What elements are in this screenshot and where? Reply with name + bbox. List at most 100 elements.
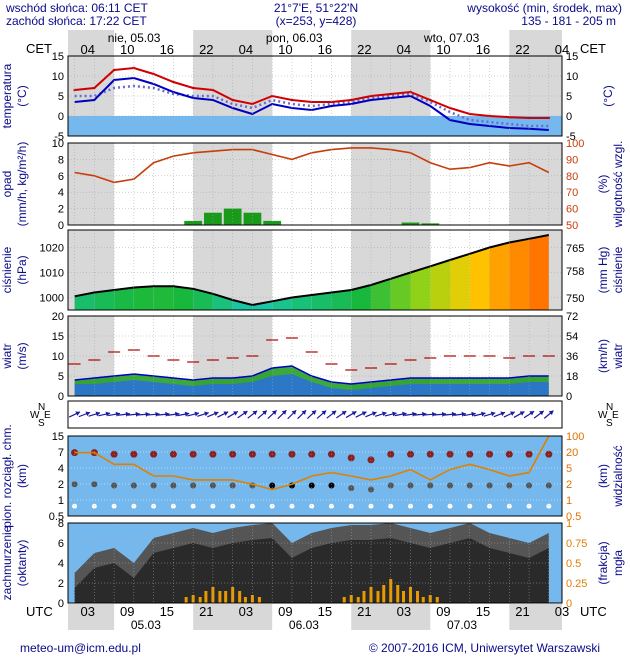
bottom-hour-tick: 21	[357, 604, 371, 619]
pressure-border	[67, 229, 563, 311]
visibility-y2-tick: 0.5	[566, 511, 581, 523]
top-hour-tick: 04	[397, 42, 411, 57]
wind-arrow-head	[371, 411, 377, 417]
top-hour-tick: 22	[515, 42, 529, 57]
precipitation-night-band	[509, 143, 562, 225]
wind-direction-arrow	[345, 410, 357, 419]
pressure-area-segment	[529, 235, 549, 310]
precipitation-bar	[184, 220, 203, 225]
bottom-night-band	[509, 604, 562, 630]
bottom-hour-tick: 21	[515, 604, 529, 619]
wind-direction-arrow	[316, 410, 327, 419]
wind-arrow-head	[381, 411, 387, 417]
wind-y-tick: 20	[52, 311, 64, 323]
temperature-point	[350, 98, 353, 102]
cloud-y-tick: 2	[58, 479, 64, 491]
pressure-area-segment	[193, 288, 213, 310]
wind-direction-arrow	[68, 411, 81, 418]
top-day-label: pon, 06.03	[266, 31, 323, 45]
pressure-area-segment	[114, 287, 134, 310]
temperature-left-label: temperatura	[0, 63, 14, 128]
cover-unit-label: (oktanty)	[15, 540, 29, 587]
bottom-hour-tick: 03	[81, 604, 95, 619]
wind-direction-arrow	[453, 411, 466, 417]
top-time-axis: CET CET nie, 05.03 pon, 06.03 wto, 07.03 04…	[26, 30, 606, 57]
wind-arrow-head	[548, 410, 554, 416]
wind-arrow-head	[95, 411, 101, 417]
pressure-area-segment	[450, 253, 470, 310]
fog-bar	[224, 591, 228, 603]
top-hour-tick: 22	[199, 42, 213, 57]
pressure-area-segment	[291, 295, 312, 310]
precipitation-y-tick: 0	[58, 220, 64, 232]
wind-direction-arrow	[287, 409, 297, 420]
precipitation-y-tick: 8	[58, 154, 64, 166]
footer-email[interactable]: meteo-um@icm.edu.pl	[20, 641, 141, 655]
cloud-mid-dot	[269, 482, 276, 489]
top-hour-tick: 10	[120, 42, 134, 57]
precipitation-y-tick: 4	[58, 187, 64, 199]
temperature-unit-right: (°C)	[601, 85, 615, 106]
wind-direction-arrow	[483, 411, 496, 417]
pressure-unit-label: (hPa)	[15, 255, 29, 284]
cloud-mid-dot	[387, 482, 394, 489]
temperature-perceived-line	[74, 84, 549, 128]
cloud-y-tick: 4	[58, 463, 64, 475]
wind-direction-arrow	[98, 411, 111, 417]
visibility-y2-tick: 5	[566, 463, 572, 475]
visibility-unit-label: (km)	[596, 464, 610, 488]
bottom-hour-tick: 03	[239, 604, 253, 619]
fog-y2-tick: 0.5	[566, 558, 581, 570]
wind-arrow-head	[115, 411, 121, 417]
cloud-mid-dot	[407, 482, 414, 489]
wind-arrow-head	[331, 410, 337, 416]
wind-arrow-head	[204, 411, 209, 417]
top-hour-tick: 04	[555, 42, 569, 57]
cloud-base-dot	[190, 503, 196, 509]
wind-arrow-head	[490, 411, 496, 417]
pressure-area-segment	[509, 238, 530, 310]
pressure-area-segment	[430, 260, 451, 310]
bottom-hour-tick: 03	[555, 604, 569, 619]
cloud-mid-dot	[367, 486, 374, 493]
pressure-unit-right: (mm Hg)	[596, 247, 610, 294]
wind-arrow-head	[262, 410, 267, 416]
cloud-mid-dot	[506, 482, 513, 489]
visibility-y2-tick: 20	[566, 447, 578, 459]
bottom-strip-bg	[68, 604, 562, 630]
cloud-top-dot	[71, 449, 79, 457]
visibility-right-label: widzialność	[611, 445, 625, 507]
fog-bar	[421, 597, 425, 603]
wind-direction-arrow	[434, 411, 447, 417]
wind-arrow-head	[271, 410, 277, 415]
pressure-area-segment	[133, 286, 154, 310]
sunrise-text: wschód słońca: 06:11 CET	[5, 1, 149, 15]
pressure-area-segment	[311, 292, 332, 310]
cloud-base-dot	[506, 503, 512, 509]
wind-arrow-head	[539, 410, 544, 416]
wind-arrow-head	[165, 411, 170, 417]
compass-e: E	[612, 410, 619, 421]
cover-y-tick: 4	[58, 558, 64, 570]
bottom-time-axis: UTC UTC 03 09 15 21 03 09 15 21 03 09 15 21 03 05.03 0…	[26, 604, 607, 632]
wind-arrow-head	[301, 410, 307, 415]
temperature-y2-tick: 0	[566, 111, 572, 123]
wind-arrow-head	[125, 411, 130, 417]
temperature-y-tick: 0	[58, 111, 64, 123]
wind-arrow-head	[392, 411, 397, 417]
temperature-y2-tick: 15	[566, 51, 578, 63]
wind-direction-arrow	[108, 411, 121, 417]
wind-direction-arrow	[326, 410, 337, 419]
wind-direction-arrow	[355, 411, 367, 418]
cloud-mid-dot	[209, 482, 216, 489]
cloud-mid-dot	[486, 482, 493, 489]
wind-direction-arrow	[217, 411, 229, 418]
bottom-hour-tick: 03	[397, 604, 411, 619]
wind-arrow-head	[432, 411, 437, 417]
precipitation-bar	[401, 222, 420, 225]
pressure-right-label: ciśnienie	[611, 246, 625, 293]
fog-unit-label: (frakcja)	[596, 541, 610, 584]
top-hour-tick: 22	[357, 42, 371, 57]
wind-arrow-head	[422, 411, 427, 417]
pressure-area-segment	[390, 272, 411, 310]
